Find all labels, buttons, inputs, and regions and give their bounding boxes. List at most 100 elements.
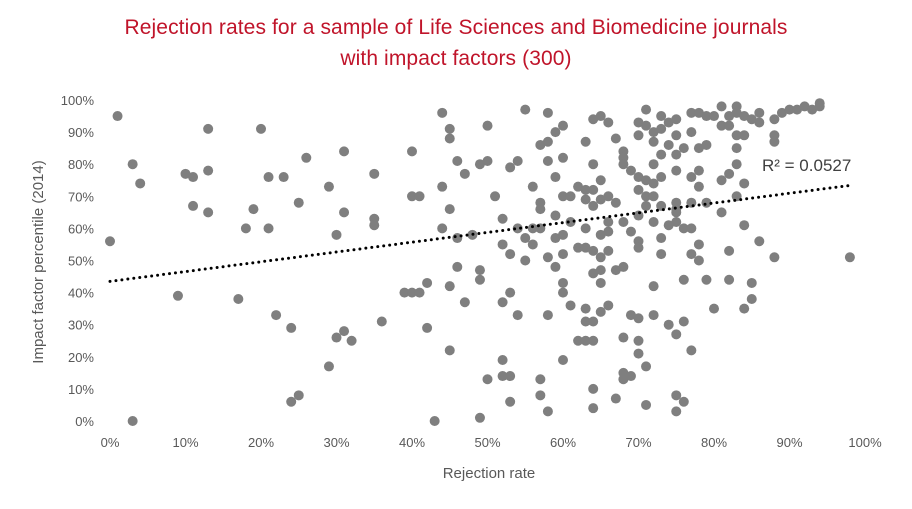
x-tick-label: 40% — [399, 435, 425, 450]
y-tick-label: 20% — [68, 350, 94, 365]
data-point — [520, 104, 531, 115]
data-point — [724, 168, 735, 179]
data-point — [595, 277, 606, 288]
data-point — [558, 152, 568, 163]
data-point — [633, 117, 644, 128]
data-point — [444, 345, 455, 356]
x-tick-label: 0% — [101, 435, 120, 450]
data-point — [505, 249, 516, 260]
data-point — [573, 242, 584, 253]
data-point — [686, 127, 697, 138]
data-point — [663, 319, 674, 330]
data-point — [724, 111, 735, 122]
data-point — [407, 146, 417, 157]
x-tick-label: 20% — [248, 435, 274, 450]
data-point — [739, 178, 750, 189]
data-point — [535, 374, 546, 385]
data-point — [595, 229, 606, 240]
data-point — [437, 223, 448, 234]
data-point — [512, 310, 523, 321]
data-point — [550, 261, 561, 272]
data-point — [754, 107, 765, 118]
y-axis-ticks: 0% 10% 20% 30% 40% 50% 60% 70% 80% 90% 100% — [61, 93, 95, 429]
chart-title-line-2: with impact factors (300) — [340, 47, 572, 70]
data-point — [482, 120, 493, 131]
data-point — [656, 172, 667, 183]
data-point — [399, 287, 410, 298]
x-tick-label: 50% — [474, 435, 500, 450]
data-point — [369, 220, 380, 231]
data-point — [542, 136, 553, 147]
data-point — [278, 172, 289, 183]
data-point — [671, 130, 682, 141]
data-point — [558, 120, 568, 131]
data-point — [271, 310, 282, 321]
data-point — [256, 123, 266, 134]
data-point — [731, 107, 742, 118]
x-tick-label: 10% — [172, 435, 198, 450]
data-point — [618, 367, 629, 378]
data-point — [671, 207, 682, 218]
data-point — [671, 329, 682, 340]
data-point — [633, 184, 644, 195]
data-point — [369, 168, 380, 179]
data-point — [603, 216, 614, 227]
data-point — [693, 165, 704, 176]
data-point — [678, 316, 689, 327]
data-point — [641, 399, 652, 410]
data-point — [203, 207, 214, 218]
data-point — [648, 191, 659, 202]
data-point — [678, 396, 689, 407]
data-point — [610, 393, 621, 404]
data-point — [301, 152, 312, 163]
data-point — [542, 252, 553, 263]
data-point — [422, 277, 433, 288]
data-point — [716, 175, 727, 186]
data-point — [248, 204, 259, 215]
data-point — [671, 390, 682, 401]
data-point — [293, 390, 304, 401]
x-tick-label: 80% — [701, 435, 727, 450]
y-tick-label: 10% — [68, 382, 94, 397]
data-point — [542, 155, 553, 166]
data-point — [595, 265, 606, 276]
data-point — [716, 120, 727, 131]
data-point — [595, 175, 606, 186]
data-point — [588, 159, 599, 170]
data-point — [799, 101, 810, 112]
data-point — [739, 130, 750, 141]
data-point — [459, 297, 470, 308]
data-point — [648, 216, 659, 227]
data-point — [686, 172, 697, 183]
data-point — [573, 181, 584, 192]
data-point — [452, 261, 463, 272]
data-point — [520, 233, 531, 244]
data-point — [127, 159, 138, 170]
data-point — [663, 139, 674, 150]
data-point — [709, 111, 719, 122]
data-point — [474, 265, 485, 276]
data-point — [686, 345, 697, 356]
data-point — [497, 355, 508, 366]
data-point — [512, 223, 523, 234]
data-point — [701, 111, 712, 122]
data-point — [769, 252, 780, 263]
data-point — [663, 220, 674, 231]
data-point — [588, 245, 599, 256]
data-point — [633, 348, 644, 359]
data-point — [588, 316, 599, 327]
data-point — [535, 390, 546, 401]
data-point — [610, 265, 621, 276]
y-tick-label: 30% — [68, 318, 94, 333]
data-point — [807, 104, 818, 115]
y-tick-label: 40% — [68, 286, 94, 301]
data-point — [731, 130, 742, 141]
data-point — [588, 114, 599, 125]
data-point — [648, 159, 659, 170]
data-point — [633, 242, 644, 253]
data-point — [127, 416, 138, 426]
data-point — [505, 371, 516, 382]
data-point — [633, 130, 644, 141]
data-point — [286, 322, 297, 333]
data-point — [429, 416, 440, 426]
